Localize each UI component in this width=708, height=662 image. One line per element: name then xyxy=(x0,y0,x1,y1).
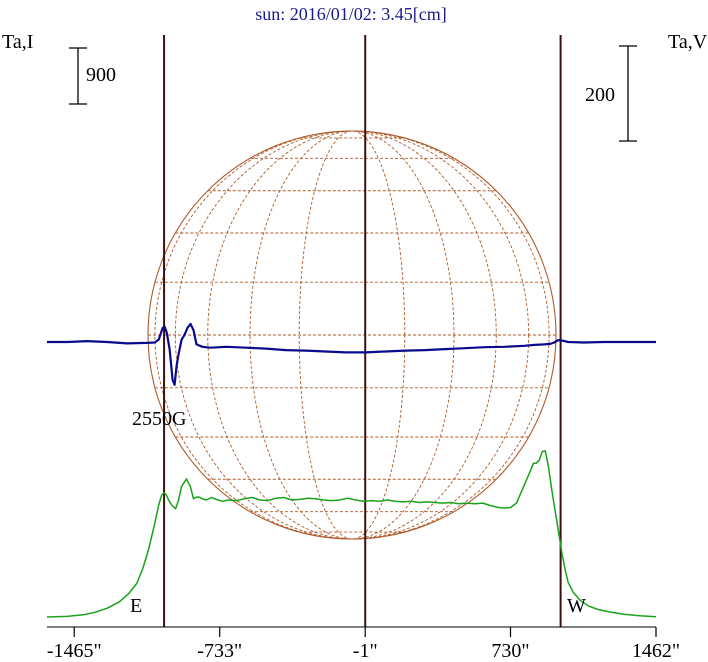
x-tick-label: -1" xyxy=(353,640,378,662)
left-scale-label: 900 xyxy=(86,64,116,86)
x-axis: -1465" -733" -1" 730" 1462" xyxy=(47,626,680,662)
series-layer xyxy=(46,322,657,618)
field-annotation: 2550G xyxy=(132,408,186,430)
solar-disk-grid xyxy=(147,130,557,540)
series-line-intensity xyxy=(46,450,657,618)
chart-title: sun: 2016/01/02: 3.45[cm] xyxy=(255,4,447,24)
east-label: E xyxy=(130,595,142,617)
x-tick-label: 730" xyxy=(491,640,529,662)
x-tick-label: -1465" xyxy=(47,640,102,662)
longitude-line xyxy=(154,130,550,540)
right-scale-bar: 200 xyxy=(585,45,637,142)
right-axis-label: Ta,V xyxy=(668,31,708,53)
longitude-line xyxy=(207,130,497,540)
right-scale-label: 200 xyxy=(585,84,615,106)
series-line-polarization xyxy=(47,322,656,386)
left-scale-bar: 900 xyxy=(69,47,116,105)
longitude-line xyxy=(298,130,406,540)
vertical-markers xyxy=(163,35,562,627)
left-axis-label: Ta,I xyxy=(2,31,33,53)
west-label: W xyxy=(567,595,586,617)
solar-limb xyxy=(147,130,557,540)
x-tick-label: -733" xyxy=(197,640,242,662)
x-tick-label: 1462" xyxy=(632,640,680,662)
